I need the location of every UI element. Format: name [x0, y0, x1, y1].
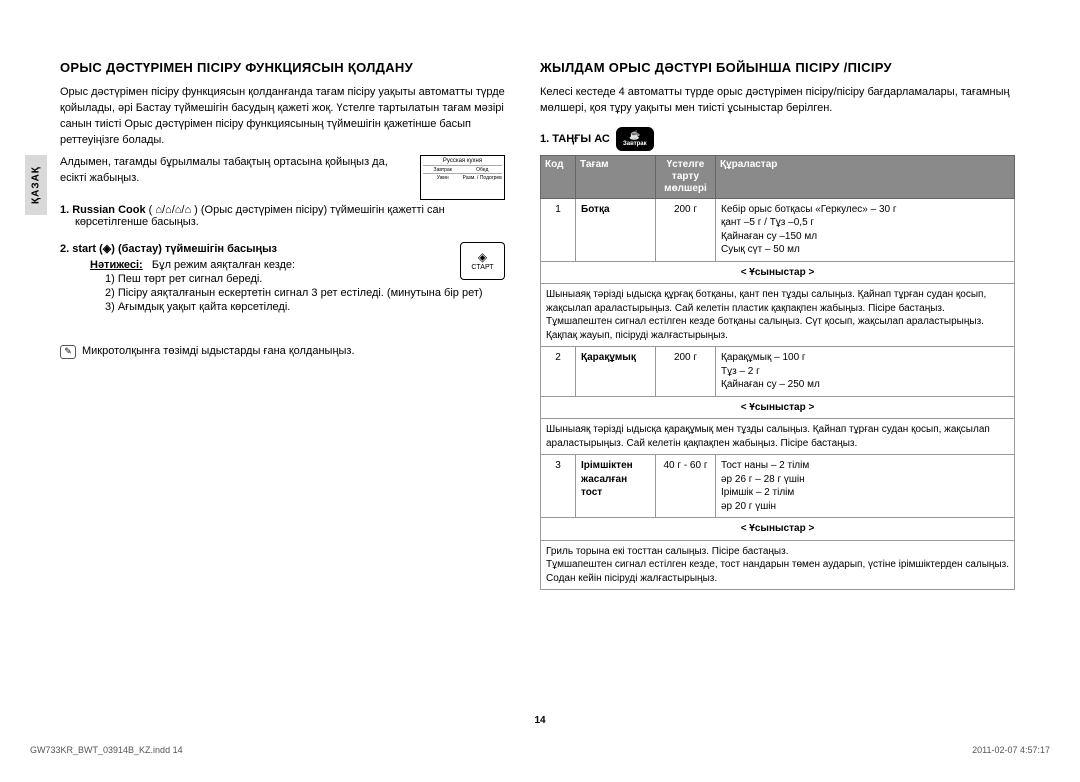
result-block: Нəтижесі: Бұл режим аяқталған кезде: 1) … — [90, 259, 505, 313]
cooking-table: Код Тағам Үстелге тарту мөлшері Құраласт… — [540, 155, 1015, 591]
table-row: 1Ботқа200 гКебір орыс ботқасы «Геркулес»… — [541, 198, 1015, 261]
footer-file: GW733KR_BWT_03914B_KZ.indd 14 — [30, 745, 183, 755]
result-item: 3) Ағымдық уақыт қайта көрсетіледі. — [105, 301, 505, 313]
th-code: Код — [541, 155, 576, 198]
left-column: ОРЫС ДƏСТҮРІМЕН ПІСІРУ ФУНКЦИЯСЫН ҚОЛДАН… — [60, 60, 505, 590]
right-para1: Келесі кестеде 4 автоматты түрде орыс дə… — [540, 85, 1015, 117]
two-column-layout: ОРЫС ДƏСТҮРІМЕН ПІСІРУ ФУНКЦИЯСЫН ҚОЛДАН… — [60, 60, 1015, 590]
recommendation-label-row: < Ұсыныстар > — [541, 396, 1015, 419]
result-list: 1) Пеш төрт рет сигнал береді. 2) Пісіру… — [105, 273, 505, 313]
result-label: Нəтижесі: — [90, 259, 143, 271]
tip-row: Шыныаяқ тəрізді ыдысқа қарақұмық мен тұз… — [541, 419, 1015, 455]
breakfast-icon: ☕ Завтрак — [616, 127, 654, 151]
cell-code: 1 — [541, 198, 576, 261]
tip-row: Шыныаяқ тəрізді ыдысқа құрғақ ботқаны, қ… — [541, 284, 1015, 347]
right-heading: ЖЫЛДАМ ОРЫС ДƏСТҮРІ БОЙЫНША ПІСІРУ /ПІСІ… — [540, 60, 1015, 77]
tip-text: Гриль торына екі тосттан салыңыз. Пісіре… — [541, 540, 1015, 590]
cell-ingredients: Кебір орыс ботқасы «Геркулес» – 30 гқант… — [716, 198, 1015, 261]
result-item: 2) Пісіру аяқталғанын ескертетін сигнал … — [105, 287, 505, 299]
diagram-cell: Ужин — [423, 175, 463, 181]
start-button-diagram: ◈ СТАРТ — [460, 242, 505, 280]
mode-diagram: Русская кухня Завтрак Обед Ужин Разм. / … — [420, 155, 505, 200]
step2-text: 2. start (◈) (бастау) түймешігін басыңыз — [60, 243, 277, 255]
note-row: ✎ Микротолқынға төзімді ыдыстарды ғана қ… — [60, 345, 505, 359]
tip-row: Гриль торына екі тосттан салыңыз. Пісіре… — [541, 540, 1015, 590]
cell-size: 200 г — [656, 198, 716, 261]
cell-ingredients: Қарақұмық – 100 гТұз – 2 гҚайнаған су – … — [716, 347, 1015, 397]
table-row: 3Ірімшіктен жасалған тост40 г - 60 гТост… — [541, 455, 1015, 518]
th-size: Үстелге тарту мөлшері — [656, 155, 716, 198]
table-header-row: Код Тағам Үстелге тарту мөлшері Құраласт… — [541, 155, 1015, 198]
th-food: Тағам — [576, 155, 656, 198]
tip-text: Шыныаяқ тəрізді ыдысқа қарақұмық мен тұз… — [541, 419, 1015, 455]
start-label: СТАРТ — [471, 264, 493, 271]
recommendation-label-row: < Ұсыныстар > — [541, 261, 1015, 284]
diagram-cell: Разм. / Подогрев — [463, 175, 503, 181]
rec-label: < Ұсыныстар > — [541, 261, 1015, 284]
recommendation-label-row: < Ұсыныстар > — [541, 518, 1015, 541]
left-para1: Орыс дəстүрімен пісіру функциясын қолдан… — [60, 85, 505, 149]
step-2: 2. start (◈) (бастау) түймешігін басыңыз — [75, 242, 505, 255]
step-1: 1. Russian Cook ( ⌂/⌂/⌂/⌂ ) (Орыс дəстүр… — [75, 204, 505, 228]
table-body: 1Ботқа200 гКебір орыс ботқасы «Геркулес»… — [541, 198, 1015, 590]
cell-size: 40 г - 60 г — [656, 455, 716, 518]
cell-food: Ботқа — [576, 198, 656, 261]
cell-food: Қарақұмық — [576, 347, 656, 397]
cup-icon: ☕ — [629, 130, 640, 141]
cell-ingredients: Тост наны – 2 тілімəр 26 г – 28 г үшінІр… — [716, 455, 1015, 518]
cell-code: 3 — [541, 455, 576, 518]
tip-text: Шыныаяқ тəрізді ыдысқа құрғақ ботқаны, қ… — [541, 284, 1015, 347]
th-ingredients: Құраластар — [716, 155, 1015, 198]
note-text: Микротолқынға төзімді ыдыстарды ғана қол… — [82, 345, 355, 357]
diagram-title: Русская кухня — [423, 158, 502, 164]
language-tab: ҚАЗАҚ — [25, 155, 47, 215]
section1-text: 1. ТАҢҒЫ АС — [540, 133, 610, 145]
right-column: ЖЫЛДАМ ОРЫС ДƏСТҮРІ БОЙЫНША ПІСІРУ /ПІСІ… — [540, 60, 1015, 590]
left-heading: ОРЫС ДƏСТҮРІМЕН ПІСІРУ ФУНКЦИЯСЫН ҚОЛДАН… — [60, 60, 505, 77]
footer-date: 2011-02-07 4:57:17 — [972, 745, 1050, 755]
document-footer: GW733KR_BWT_03914B_KZ.indd 14 2011-02-07… — [30, 745, 1050, 755]
table-row: 2Қарақұмық200 гҚарақұмық – 100 гТұз – 2 … — [541, 347, 1015, 397]
step-2-block: ◈ СТАРТ 2. start (◈) (бастау) түймешігін… — [60, 242, 505, 313]
note-icon: ✎ — [60, 345, 76, 359]
diagram-cell: Завтрак — [423, 167, 463, 173]
cell-size: 200 г — [656, 347, 716, 397]
badge-sub: Завтрак — [623, 141, 647, 147]
page-content: ҚАЗАҚ ОРЫС ДƏСТҮРІМЕН ПІСІРУ ФУНКЦИЯСЫН … — [60, 60, 1015, 590]
diagram-cell: Обед — [463, 167, 503, 173]
cell-food: Ірімшіктен жасалған тост — [576, 455, 656, 518]
cell-code: 2 — [541, 347, 576, 397]
page-number: 14 — [0, 715, 1080, 726]
result-intro: Бұл режим аяқталған кезде: — [152, 259, 295, 271]
section-1-label: 1. ТАҢҒЫ АС ☕ Завтрак — [540, 127, 1015, 151]
rec-label: < Ұсыныстар > — [541, 396, 1015, 419]
step1-label: 1. Russian Cook — [60, 204, 146, 216]
start-diamond-icon: ◈ — [478, 250, 487, 264]
rec-label: < Ұсыныстар > — [541, 518, 1015, 541]
result-item: 1) Пеш төрт рет сигнал береді. — [105, 273, 505, 285]
